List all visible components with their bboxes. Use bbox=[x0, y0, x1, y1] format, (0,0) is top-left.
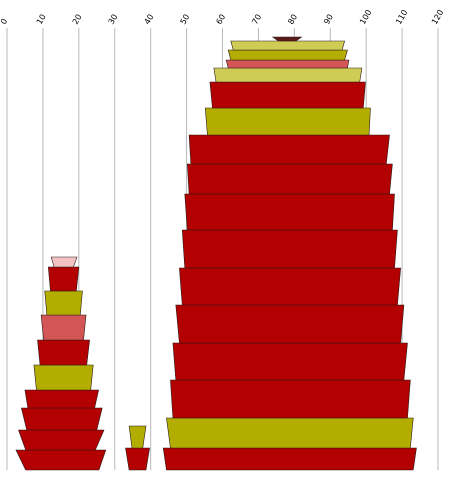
x-tick-label: 20 bbox=[71, 13, 84, 26]
band-right-14 bbox=[227, 49, 348, 61]
stacked-band-shapes bbox=[15, 36, 417, 471]
band-right-15 bbox=[230, 40, 346, 51]
band-left-7 bbox=[44, 290, 83, 316]
band-right-7 bbox=[184, 193, 395, 231]
x-tick-label: 10 bbox=[35, 13, 48, 26]
band-left-4 bbox=[33, 364, 94, 391]
band-left-5 bbox=[37, 339, 90, 366]
x-tick-label: 30 bbox=[107, 13, 120, 26]
band-left-0 bbox=[15, 449, 107, 471]
band-right-12 bbox=[213, 67, 363, 83]
band-right-10 bbox=[204, 107, 371, 136]
band-right-8 bbox=[186, 163, 393, 195]
x-tick-labels: 0 10 20 30 40 50 60 70 80 90 100 110 120 bbox=[0, 8, 445, 26]
band-left-6 bbox=[40, 314, 87, 341]
band-left-2 bbox=[20, 407, 103, 431]
shape-right bbox=[162, 36, 417, 471]
band-right-11 bbox=[209, 81, 366, 109]
band-right-2 bbox=[170, 379, 411, 419]
band-left-8 bbox=[47, 266, 80, 292]
band-right-6 bbox=[181, 229, 398, 269]
band-left-9 bbox=[50, 256, 78, 268]
x-tick-label: 70 bbox=[250, 13, 263, 26]
band-middle-0 bbox=[125, 447, 150, 471]
shape-middle bbox=[125, 425, 150, 471]
x-tick-label: 50 bbox=[179, 13, 192, 26]
band-right-16 bbox=[271, 36, 303, 42]
x-tick-label: 100 bbox=[358, 8, 373, 26]
band-middle-1 bbox=[128, 425, 147, 449]
band-left-1 bbox=[18, 429, 105, 451]
band-right-0 bbox=[162, 447, 417, 471]
x-tick-label: 60 bbox=[214, 13, 227, 26]
band-right-3 bbox=[172, 342, 408, 381]
shape-left bbox=[15, 256, 107, 471]
band-left-3 bbox=[24, 389, 99, 409]
x-tick-label: 120 bbox=[430, 8, 445, 26]
band-right-4 bbox=[175, 304, 405, 344]
x-tick-label: 90 bbox=[322, 13, 335, 26]
band-right-13 bbox=[225, 59, 350, 69]
x-tick-label: 0 bbox=[0, 17, 9, 26]
x-tick-label: 80 bbox=[286, 13, 299, 26]
band-right-5 bbox=[179, 267, 401, 306]
band-right-9 bbox=[188, 134, 390, 165]
x-tick-label: 110 bbox=[394, 8, 409, 26]
x-tick-label: 40 bbox=[143, 13, 156, 26]
band-right-1 bbox=[166, 417, 414, 449]
